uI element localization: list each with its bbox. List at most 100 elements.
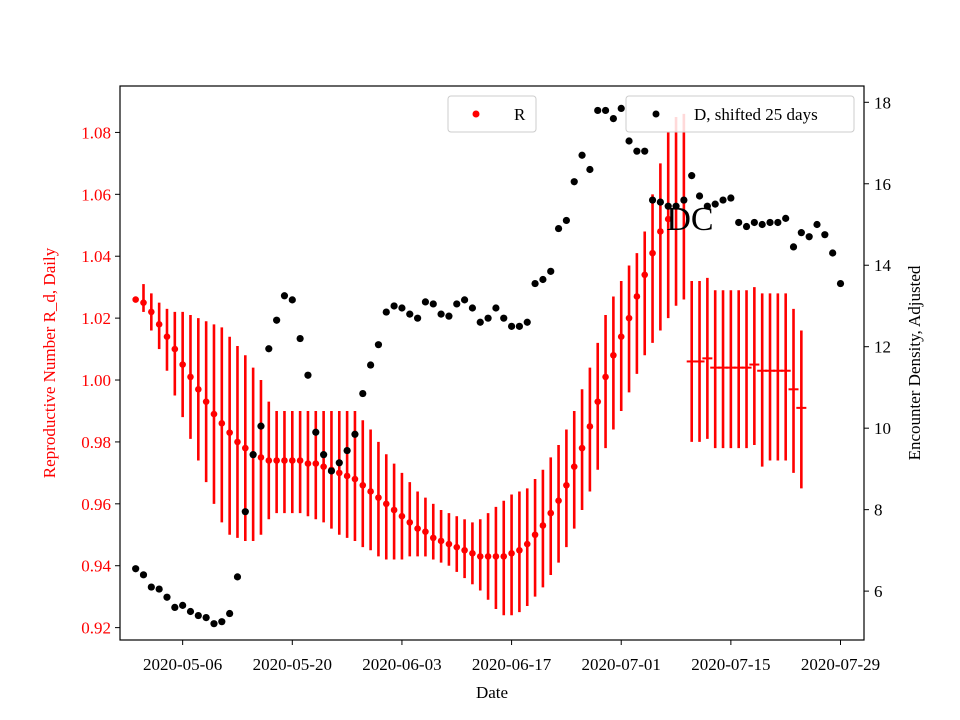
d-data-point <box>335 459 343 467</box>
d-data-point <box>735 218 743 227</box>
d-data-point <box>382 308 390 316</box>
d-data-point <box>233 573 242 581</box>
d-data-point <box>249 451 257 459</box>
d-data-point <box>523 318 531 326</box>
r-data-point <box>516 546 523 554</box>
d-data-point <box>374 341 383 349</box>
d-data-point <box>829 249 837 257</box>
legend-d-label: D, shifted 25 days <box>694 105 818 124</box>
r-data-point <box>382 500 390 508</box>
r-data-point <box>406 519 414 526</box>
d-data-point <box>312 428 320 436</box>
d-data-point <box>265 345 273 353</box>
r-data-point <box>429 534 437 542</box>
d-data-point <box>578 151 586 159</box>
r-data-point <box>633 293 641 300</box>
d-data-point <box>163 593 171 601</box>
d-point-group <box>132 104 845 628</box>
r-data-point <box>602 373 609 381</box>
r-data-point <box>343 472 351 480</box>
d-data-point <box>617 104 625 113</box>
r-data-point <box>437 537 445 545</box>
r-data-point <box>641 271 649 279</box>
x-tick-label: 2020-07-15 <box>691 655 770 674</box>
d-data-point <box>226 609 234 618</box>
r-data-point <box>281 457 288 464</box>
d-data-point <box>210 620 218 628</box>
r-data-point <box>657 228 664 235</box>
d-data-point <box>327 467 336 475</box>
r-data-point <box>351 475 359 483</box>
r-data-point <box>273 457 280 464</box>
d-data-point <box>531 279 539 288</box>
r-data-point <box>461 546 468 554</box>
d-data-point <box>766 218 774 227</box>
d-data-point <box>586 165 594 174</box>
r-data-point <box>594 398 602 405</box>
r-data-point <box>578 444 586 452</box>
d-data-point <box>406 310 414 318</box>
legend-d-frame <box>625 95 855 133</box>
legend-r-frame <box>447 95 537 133</box>
r-data-point <box>476 553 484 560</box>
d-data-point <box>703 202 711 210</box>
r-data-point <box>359 481 367 489</box>
d-data-point <box>601 106 610 115</box>
r-data-point <box>265 457 273 464</box>
r-data-point <box>649 249 656 257</box>
r-data-point <box>390 506 398 514</box>
r-data-point <box>163 333 171 340</box>
right-y-axis: 6 8 10 12 14 16 18 <box>864 93 892 601</box>
d-data-point <box>147 583 155 591</box>
r-data-point <box>304 460 312 467</box>
d-data-point <box>797 229 805 237</box>
d-data-point <box>719 196 727 204</box>
r-data-point <box>422 528 429 535</box>
plot-frame <box>119 85 865 641</box>
right-y-tick-label: 8 <box>874 501 883 520</box>
r-data-point <box>610 351 617 359</box>
x-tick-label: 2020-06-17 <box>472 655 552 674</box>
d-data-point <box>507 322 516 330</box>
r-data-point <box>508 550 515 557</box>
d-data-point <box>547 267 555 275</box>
d-data-point <box>343 446 351 455</box>
d-data-point <box>437 310 445 318</box>
d-data-point <box>492 304 500 312</box>
right-y-tick-label: 10 <box>874 419 891 438</box>
d-data-point <box>727 194 735 202</box>
r-data-point <box>500 553 508 560</box>
legend-r-label: R <box>514 105 526 124</box>
d-data-point <box>304 371 312 379</box>
d-data-point <box>280 292 289 300</box>
r-data-point <box>132 296 139 303</box>
d-data-point <box>789 243 798 251</box>
d-data-point <box>742 222 751 231</box>
r-data-point <box>335 469 343 477</box>
x-tick-label: 2020-07-01 <box>582 655 661 674</box>
right-y-axis-label: Encounter Density, Adjusted <box>905 265 924 460</box>
d-data-point <box>625 137 633 145</box>
d-data-point <box>688 172 696 180</box>
r-data-point <box>288 457 296 464</box>
r-data-point <box>242 444 249 452</box>
legend-r-marker <box>472 110 480 118</box>
r-data-point <box>296 457 304 464</box>
x-axis-label: Date <box>476 683 508 702</box>
d-data-point <box>562 216 571 225</box>
legend-d: D, shifted 25 days <box>625 95 855 133</box>
d-data-point <box>288 296 296 304</box>
left-y-tick-label: 0.96 <box>81 495 111 514</box>
d-data-point <box>672 202 680 210</box>
right-y-tick-label: 16 <box>874 175 891 194</box>
d-data-point <box>218 618 226 626</box>
r-data-point <box>469 550 476 557</box>
right-y-tick-label: 18 <box>874 93 891 112</box>
left-y-tick-label: 1.02 <box>81 309 111 328</box>
r-data-point <box>155 321 163 328</box>
d-data-point <box>782 214 790 222</box>
d-data-point <box>805 233 813 241</box>
left-y-tick-label: 0.94 <box>81 557 111 576</box>
d-data-point <box>453 300 461 308</box>
d-data-point <box>257 422 265 430</box>
